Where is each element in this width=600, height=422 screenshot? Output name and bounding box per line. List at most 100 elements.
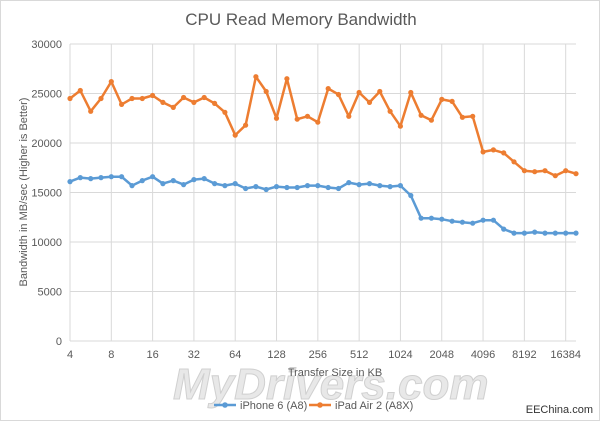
grid-lines	[69, 43, 576, 342]
data-point-iphone6	[511, 230, 517, 236]
y-tick-label: 5000	[38, 287, 62, 299]
data-point-iphone6	[243, 185, 249, 192]
data-point-ipad-air2	[315, 119, 321, 125]
data-point-iphone6	[387, 184, 393, 190]
legend-item-ipad-air2: iPad Air 2 (A8X)	[309, 400, 413, 412]
data-point-iphone6	[119, 174, 125, 180]
data-point-iphone6	[222, 183, 228, 189]
data-point-iphone6	[552, 230, 558, 236]
data-point-ipad-air2	[532, 169, 538, 175]
data-point-ipad-air2	[170, 104, 176, 110]
legend: iPhone 6 (A8) iPad Air 2 (A8X)	[214, 400, 413, 412]
data-point-ipad-air2	[480, 149, 486, 155]
legend-label-iphone6: iPhone 6 (A8)	[240, 400, 307, 412]
data-point-ipad-air2	[232, 132, 238, 138]
data-point-iphone6	[170, 178, 176, 184]
data-point-iphone6	[397, 183, 403, 189]
data-point-iphone6	[490, 217, 496, 223]
data-point-ipad-air2	[108, 79, 114, 85]
data-point-ipad-air2	[77, 87, 83, 94]
y-tick-label: 20000	[31, 138, 62, 150]
data-point-ipad-air2	[98, 95, 104, 102]
series-iphone6	[67, 174, 579, 236]
data-point-iphone6	[284, 184, 290, 191]
chart-title: CPU Read Memory Bandwidth	[185, 10, 416, 29]
data-point-iphone6	[408, 192, 414, 199]
data-point-iphone6	[150, 174, 156, 180]
x-tick-label: 4096	[471, 349, 495, 361]
x-tick-label: 8	[108, 349, 114, 361]
data-point-iphone6	[181, 182, 187, 188]
series-line-ipad-air2	[69, 75, 577, 177]
data-point-iphone6	[521, 230, 528, 236]
data-point-iphone6	[356, 182, 362, 188]
x-tick-label: 128	[267, 349, 285, 361]
data-point-iphone6	[418, 215, 424, 221]
data-point-iphone6	[212, 181, 218, 187]
series-line-iphone6	[69, 175, 576, 235]
data-point-iphone6	[480, 217, 486, 223]
data-point-iphone6	[325, 184, 331, 191]
data-point-iphone6	[366, 181, 373, 187]
y-axis-title: Bandwidth in MB/sec (Higher is Better)	[18, 98, 30, 287]
data-point-iphone6	[532, 229, 538, 235]
x-tick-label: 4	[67, 349, 73, 361]
x-tick-label: 8192	[512, 349, 536, 361]
data-point-ipad-air2	[119, 101, 125, 107]
data-point-ipad-air2	[356, 89, 362, 96]
data-point-iphone6	[67, 179, 73, 185]
legend-label-ipad-air2: iPad Air 2 (A8X)	[335, 400, 413, 412]
data-point-iphone6	[563, 230, 569, 236]
data-point-iphone6	[294, 184, 300, 191]
data-point-iphone6	[160, 181, 166, 187]
data-point-iphone6	[573, 230, 579, 236]
data-point-iphone6	[191, 177, 197, 183]
data-point-ipad-air2	[449, 98, 455, 104]
data-point-iphone6	[470, 220, 476, 226]
data-point-iphone6	[315, 183, 321, 189]
data-point-ipad-air2	[470, 113, 476, 119]
data-point-ipad-air2	[459, 114, 465, 120]
data-point-iphone6	[273, 184, 280, 190]
data-point-iphone6	[449, 218, 455, 224]
data-point-ipad-air2	[397, 123, 403, 129]
data-point-iphone6	[335, 185, 342, 192]
data-point-ipad-air2	[181, 94, 187, 101]
data-point-ipad-air2	[67, 95, 73, 102]
data-point-iphone6	[77, 175, 83, 181]
data-point-iphone6	[139, 178, 145, 184]
data-point-ipad-air2	[263, 88, 269, 95]
x-tick-label: 1024	[388, 349, 412, 361]
x-tick-label: 32	[188, 349, 200, 361]
data-point-ipad-air2	[490, 147, 496, 153]
data-point-iphone6	[129, 183, 135, 189]
y-tick-label: 25000	[31, 89, 62, 101]
data-point-iphone6	[459, 219, 465, 225]
data-point-iphone6	[263, 186, 269, 193]
data-point-ipad-air2	[88, 108, 94, 114]
data-point-iphone6	[542, 230, 548, 236]
data-point-ipad-air2	[129, 95, 135, 102]
x-tick-label: 256	[309, 349, 327, 361]
data-point-iphone6	[108, 174, 114, 180]
data-point-ipad-air2	[150, 92, 156, 99]
x-tick-label: 512	[350, 349, 368, 361]
data-point-ipad-air2	[294, 116, 300, 122]
data-point-ipad-air2	[212, 100, 218, 106]
data-point-ipad-air2	[428, 117, 434, 123]
x-tick-label: 16	[146, 349, 158, 361]
data-point-ipad-air2	[304, 113, 311, 119]
data-point-iphone6	[346, 180, 352, 186]
legend-item-iphone6: iPhone 6 (A8)	[214, 400, 307, 412]
data-point-iphone6	[232, 181, 238, 187]
data-point-ipad-air2	[325, 86, 331, 92]
data-point-ipad-air2	[191, 99, 197, 105]
series-ipad-air2	[67, 74, 579, 179]
data-point-ipad-air2	[273, 115, 280, 121]
data-point-ipad-air2	[501, 150, 507, 156]
data-point-iphone6	[88, 176, 94, 182]
series-layer	[67, 74, 579, 236]
data-point-iphone6	[253, 184, 259, 190]
x-tick-label: 64	[229, 349, 241, 361]
y-tick-label: 10000	[31, 237, 62, 249]
